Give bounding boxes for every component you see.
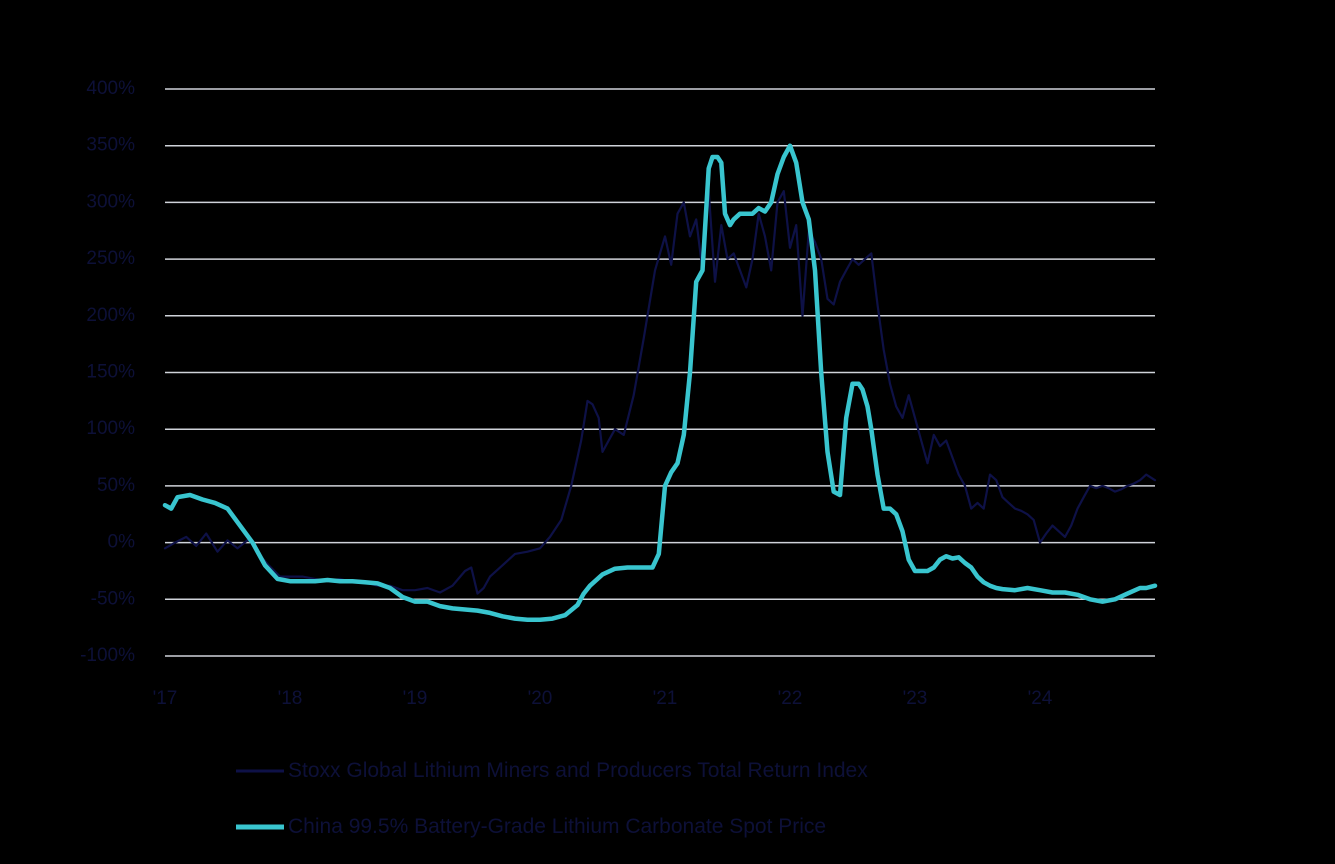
y-tick-label: 400% — [86, 78, 135, 99]
x-tick-label: '21 — [653, 688, 678, 709]
y-axis-tick-labels: 400% 350% 300% 250% 200% 150% 100% 50% 0% -50% -10… — [80, 78, 135, 666]
x-tick-label: '20 — [528, 688, 553, 709]
grid-lines — [165, 88, 1155, 657]
legend-item-lithium-carbonate-price: China 99.5% Battery-Grade Lithium Carbon… — [236, 808, 868, 846]
y-tick-label: 200% — [86, 305, 135, 326]
y-tick-label: 0% — [108, 532, 136, 553]
y-tick-label: 250% — [86, 248, 135, 269]
x-tick-label: '17 — [153, 688, 178, 709]
legend-swatch-lithium-miners-index — [236, 769, 284, 773]
x-tick-label: '24 — [1028, 688, 1053, 709]
y-tick-label: 100% — [86, 418, 135, 439]
y-tick-label: 150% — [86, 362, 135, 383]
series-layer — [162, 143, 1158, 622]
y-tick-label: -100% — [80, 645, 135, 666]
legend-item-lithium-miners-index: Stoxx Global Lithium Miners and Producer… — [236, 752, 868, 790]
legend-label-lithium-carbonate-price: China 99.5% Battery-Grade Lithium Carbon… — [288, 815, 827, 838]
y-tick-label: 50% — [97, 475, 135, 496]
y-tick-label: -50% — [91, 588, 135, 609]
legend-swatch-lithium-carbonate-price — [236, 824, 284, 830]
x-tick-label: '22 — [778, 688, 803, 709]
x-tick-label: '19 — [403, 688, 428, 709]
legend-label-lithium-miners-index: Stoxx Global Lithium Miners and Producer… — [288, 759, 868, 782]
y-tick-label: 300% — [86, 191, 135, 212]
legend: Stoxx Global Lithium Miners and Producer… — [236, 752, 868, 864]
x-axis-tick-labels: '17 '18 '19 '20 '21 '22 '23 '24 — [153, 688, 1053, 709]
series-line-lithium-miners-index — [163, 190, 1157, 595]
x-tick-label: '18 — [278, 688, 303, 709]
y-tick-label: 350% — [86, 135, 135, 156]
x-tick-label: '23 — [903, 688, 928, 709]
series-line-lithium-carbonate-price — [162, 143, 1158, 622]
